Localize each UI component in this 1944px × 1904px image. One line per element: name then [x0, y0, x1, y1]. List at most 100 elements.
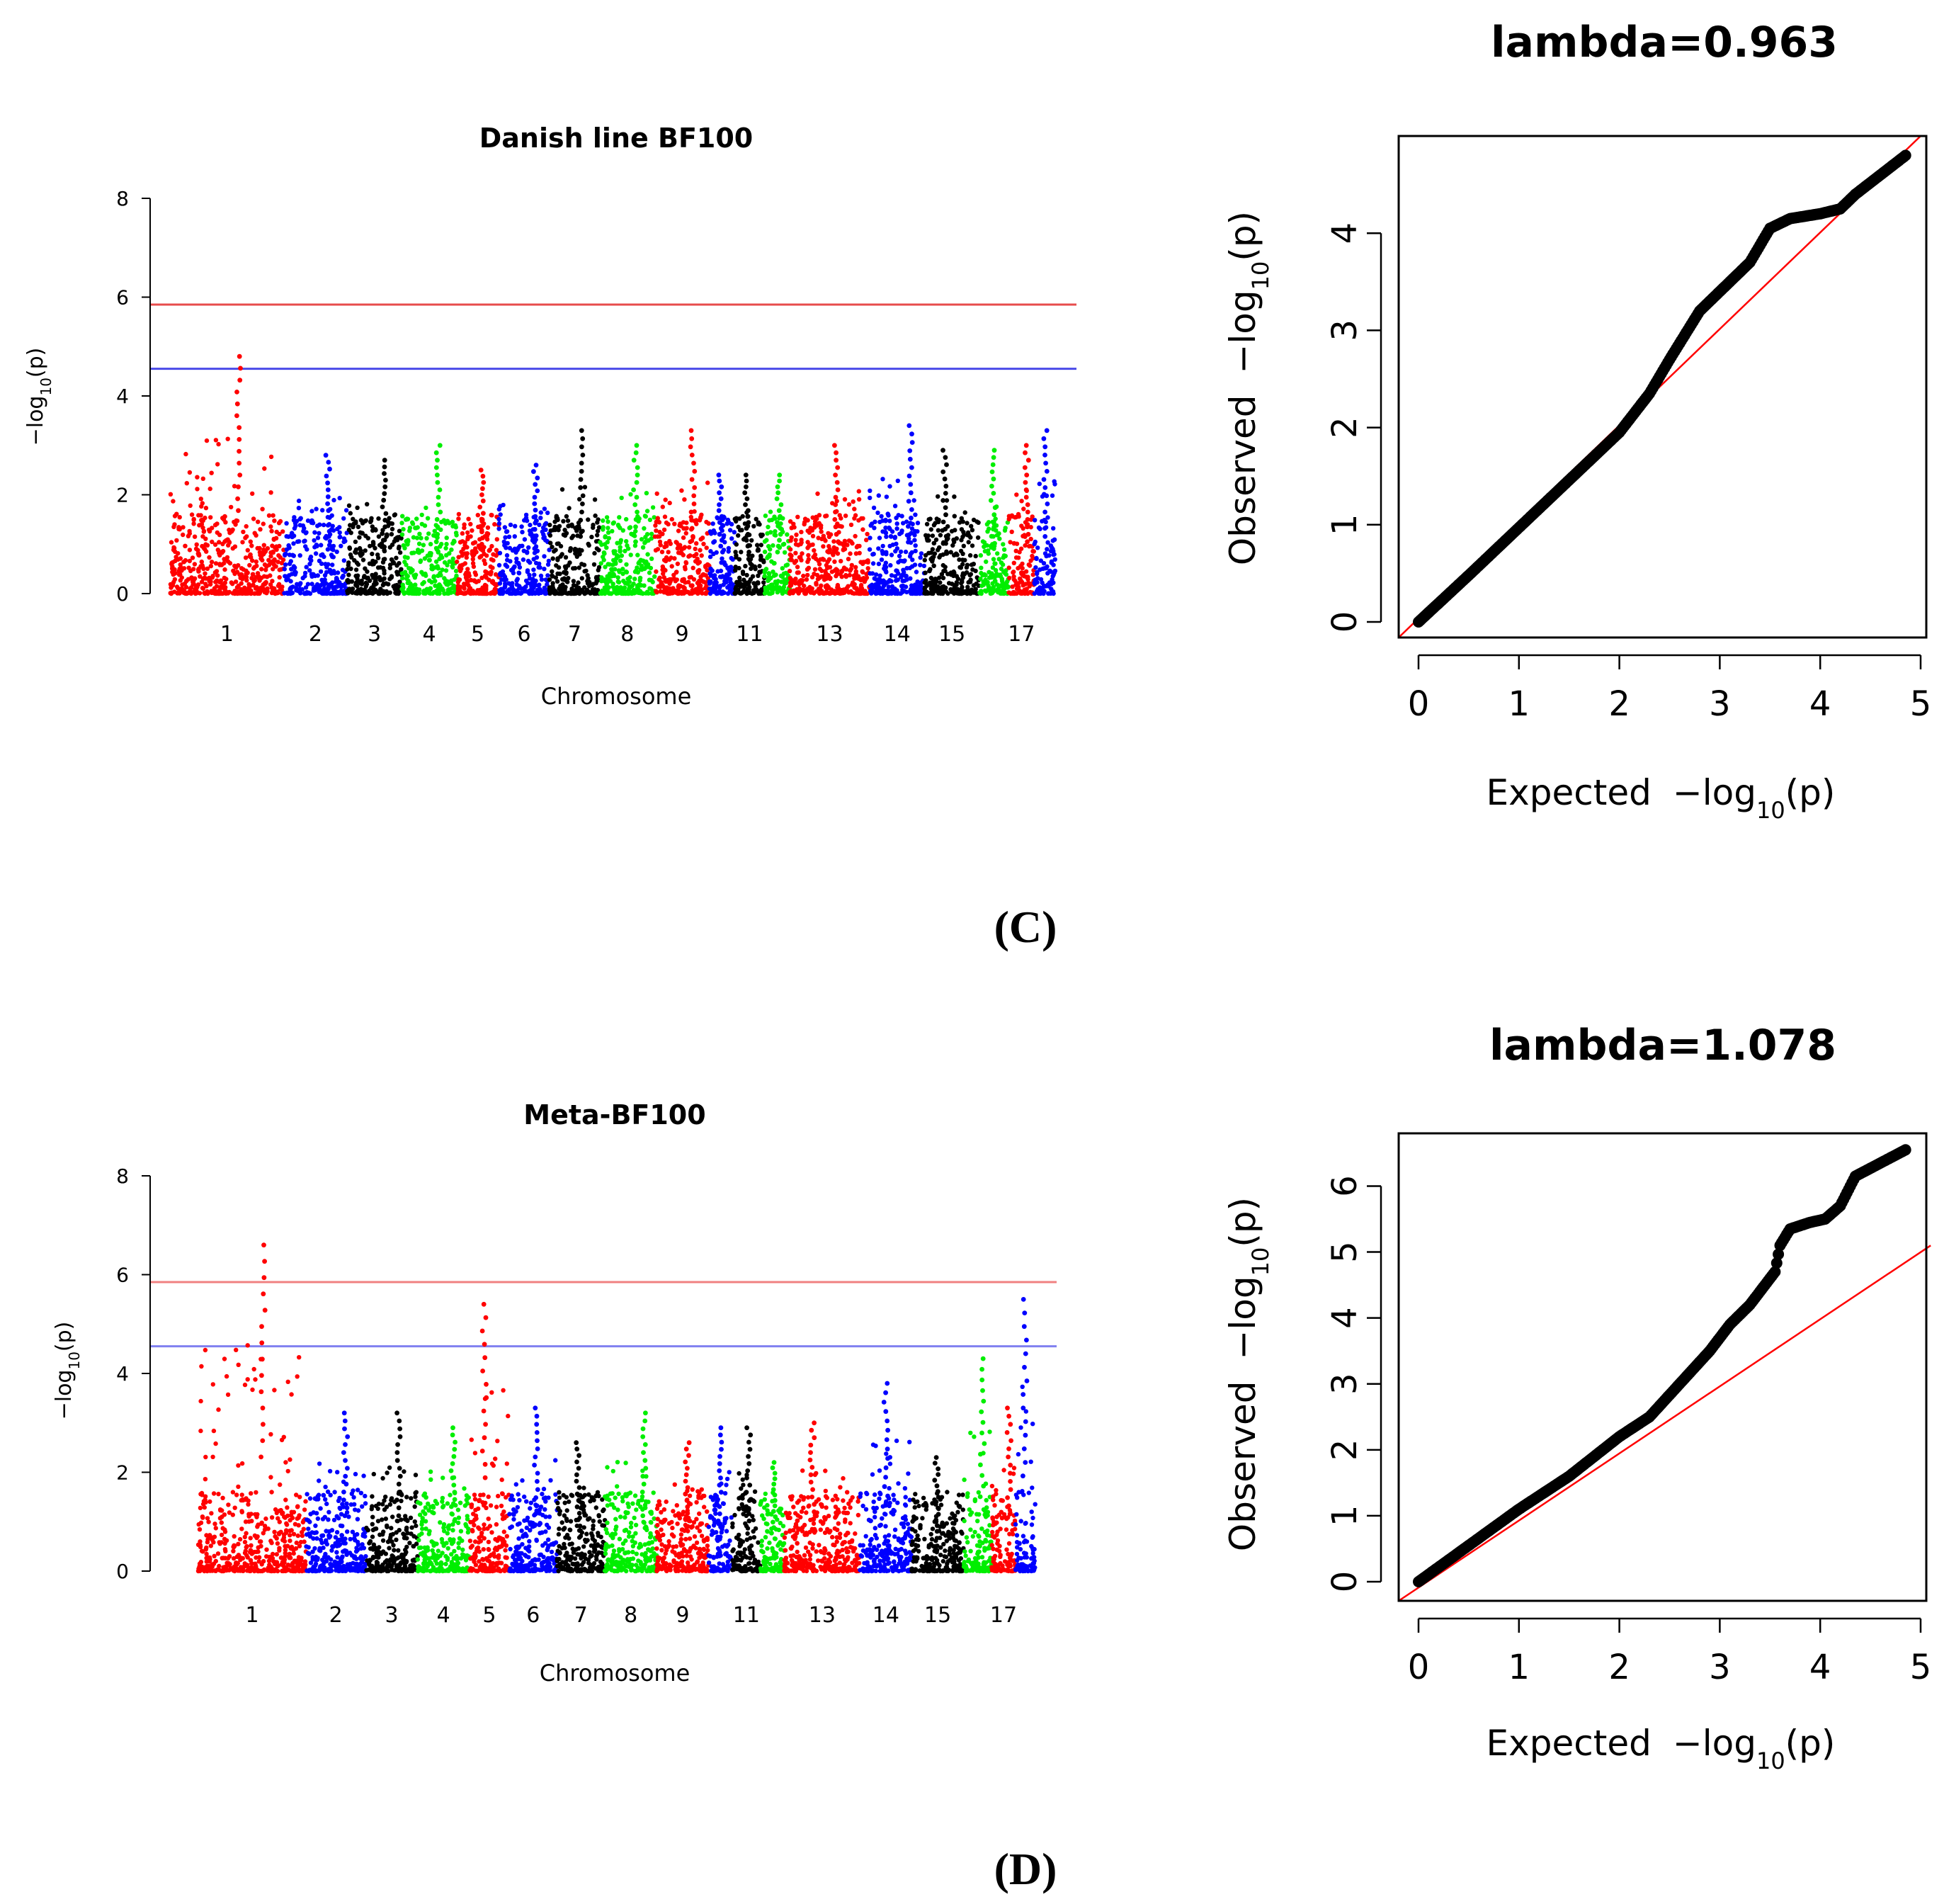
snp-point — [438, 572, 443, 578]
snp-point — [793, 577, 798, 582]
snp-point — [201, 545, 207, 551]
snp-point — [717, 478, 722, 484]
snp-point — [999, 584, 1004, 589]
snp-point — [718, 568, 724, 574]
snp-point — [778, 526, 783, 531]
snp-point — [248, 539, 253, 544]
snp-point — [325, 494, 331, 499]
snp-point — [479, 517, 485, 522]
snp-point — [933, 584, 938, 589]
snp-point — [865, 531, 870, 537]
snp-point — [533, 482, 538, 487]
snp-point — [785, 532, 790, 537]
snp-point — [802, 589, 808, 595]
snp-point — [424, 586, 430, 591]
snp-point — [539, 577, 545, 582]
snp-point — [911, 498, 916, 503]
snp-point — [718, 543, 724, 549]
snp-point — [200, 1515, 205, 1520]
snp-point — [446, 591, 451, 596]
snp-point — [464, 555, 469, 560]
snp-point — [595, 533, 600, 538]
snp-point — [1030, 553, 1035, 559]
snp-point — [312, 573, 318, 579]
snp-point — [484, 584, 489, 589]
snp-point — [711, 540, 716, 545]
snp-point — [389, 557, 394, 562]
snp-point — [913, 528, 918, 534]
snp-point — [718, 496, 724, 502]
snp-point — [414, 516, 419, 521]
snp-point — [1032, 591, 1038, 596]
snp-point — [865, 566, 870, 571]
snp-point — [206, 527, 212, 533]
snp-point — [960, 551, 965, 556]
snp-point — [1016, 511, 1021, 517]
snp-point — [928, 550, 933, 555]
snp-point — [906, 473, 912, 479]
snp-point — [199, 559, 204, 565]
snp-point — [787, 569, 792, 574]
snp-point — [475, 588, 480, 593]
snp-point — [376, 516, 381, 521]
snp-point — [183, 543, 188, 548]
snp-point — [566, 523, 571, 528]
snp-point — [288, 579, 293, 584]
snp-point — [302, 1507, 307, 1512]
snp-point — [312, 587, 318, 593]
snp-point — [272, 1529, 277, 1534]
snp-point — [397, 528, 402, 533]
snp-point — [860, 560, 866, 565]
snp-point — [616, 523, 621, 528]
snp-point — [291, 533, 297, 538]
snp-point — [523, 584, 528, 589]
snp-point — [302, 526, 307, 531]
snp-point — [322, 554, 326, 560]
snp-point — [717, 490, 722, 496]
snp-point — [927, 568, 932, 574]
snp-point — [627, 525, 633, 530]
snp-point — [270, 579, 275, 584]
snp-point — [277, 574, 282, 580]
snp-point — [940, 540, 946, 546]
snp-point — [377, 543, 382, 548]
snp-point — [1007, 575, 1012, 581]
snp-point — [986, 586, 991, 591]
snp-point — [640, 545, 646, 550]
snp-point — [633, 517, 639, 522]
snp-point — [547, 533, 553, 538]
snp-point — [943, 565, 948, 570]
snp-point — [1048, 548, 1054, 554]
snp-point — [276, 521, 282, 526]
snp-point — [236, 1484, 241, 1490]
snp-point — [691, 553, 697, 559]
snp-point — [547, 590, 552, 596]
snp-point — [846, 538, 852, 543]
snp-point — [602, 551, 607, 556]
snp-point — [248, 1536, 253, 1541]
snp-point — [683, 567, 688, 572]
panel-label-c: (C) — [994, 902, 1057, 952]
snp-point — [825, 559, 831, 565]
snp-point — [746, 550, 751, 555]
snp-point — [1045, 564, 1050, 570]
snp-point — [713, 577, 718, 582]
snp-point — [650, 579, 655, 584]
snp-point — [327, 539, 333, 544]
chromosome-1-points — [168, 353, 286, 596]
snp-point — [788, 576, 793, 581]
snp-point — [261, 543, 266, 548]
snp-point — [350, 590, 355, 595]
snp-point — [992, 505, 998, 510]
snp-point — [251, 572, 256, 577]
snp-point — [751, 523, 756, 529]
snp-point — [664, 540, 669, 546]
snp-point — [762, 539, 768, 544]
snp-point — [579, 530, 584, 535]
snp-point — [768, 530, 773, 535]
snp-point — [506, 581, 511, 586]
snp-point — [424, 573, 428, 578]
snp-point — [392, 513, 397, 518]
x-tick-label: 14 — [884, 622, 911, 647]
snp-point — [833, 472, 838, 477]
